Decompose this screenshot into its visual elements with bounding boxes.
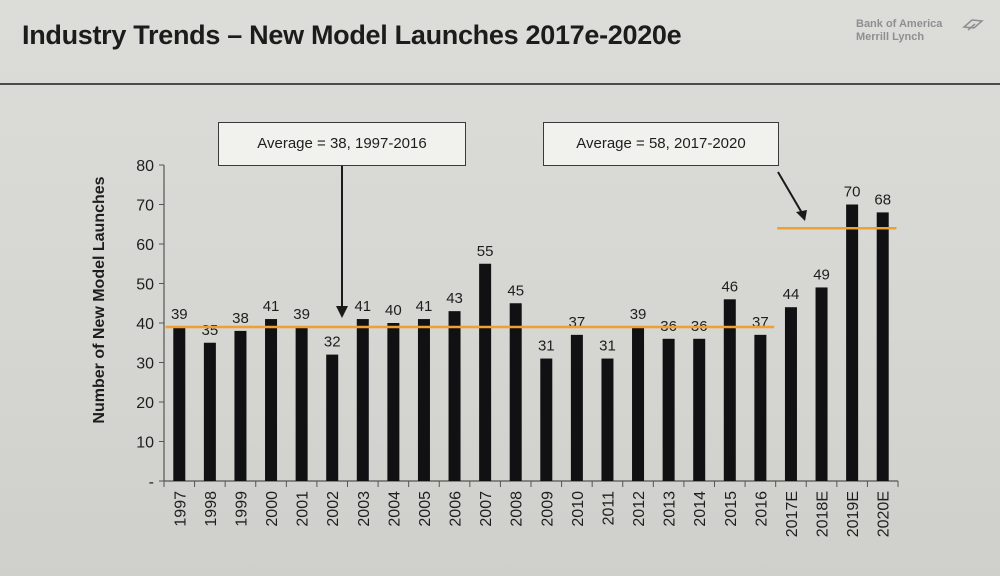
bar xyxy=(417,319,430,481)
callout-arrow-2 xyxy=(777,171,803,214)
x-tick-label: 1998 xyxy=(203,491,220,527)
x-tick-label: 2019E xyxy=(845,491,862,537)
logo-line-2: Merrill Lynch xyxy=(856,31,925,43)
x-tick-label: 1999 xyxy=(233,491,250,527)
y-tick-label: 80 xyxy=(136,158,154,175)
average-callout-1997-2016: Average = 38, 1997-2016 xyxy=(218,122,466,166)
bar xyxy=(815,287,828,481)
x-tick-label: 2011 xyxy=(600,491,617,526)
data-label: 37 xyxy=(752,314,769,331)
logo-line-1: Bank of America xyxy=(856,18,943,30)
x-tick-label: 2001 xyxy=(295,491,312,527)
x-tick-label: 2012 xyxy=(631,491,648,527)
data-label: 37 xyxy=(569,314,586,331)
data-label: 44 xyxy=(783,286,800,303)
x-tick-label: 2020E xyxy=(876,491,893,537)
y-tick-label: 60 xyxy=(136,237,154,254)
y-tick-label: 40 xyxy=(136,316,154,333)
y-tick-label: 30 xyxy=(136,356,154,373)
data-label: 31 xyxy=(538,338,555,355)
bar xyxy=(356,319,369,481)
bar xyxy=(479,263,492,481)
y-tick-label: 20 xyxy=(136,395,154,412)
x-tick-label: 2014 xyxy=(692,491,709,527)
data-label: 39 xyxy=(171,306,188,323)
data-label: 35 xyxy=(202,322,219,339)
data-label: 49 xyxy=(813,266,830,283)
bar xyxy=(203,342,216,481)
callout-arrow-1-head xyxy=(336,306,348,318)
y-tick-label: - xyxy=(149,474,154,491)
header-divider xyxy=(0,83,1000,85)
bar xyxy=(265,319,278,481)
data-label: 38 xyxy=(232,310,249,327)
x-tick-label: 2009 xyxy=(539,491,556,527)
x-tick-label: 2003 xyxy=(356,491,373,527)
x-tick-label: 2018E xyxy=(815,491,832,537)
bar xyxy=(295,326,308,481)
bar xyxy=(326,354,339,481)
average-callout-2017-2020: Average = 58, 2017-2020 xyxy=(543,122,779,166)
x-tick-label: 2017E xyxy=(784,491,801,537)
x-tick-label: 2007 xyxy=(478,491,495,527)
data-label: 70 xyxy=(844,184,861,201)
data-label: 40 xyxy=(385,302,402,319)
y-axis-label: Number of New Model Launches xyxy=(91,176,108,423)
bank-logo: Bank of America Merrill Lynch xyxy=(856,18,986,44)
bar xyxy=(570,334,583,481)
data-label: 45 xyxy=(507,282,524,299)
bar xyxy=(846,204,859,481)
data-label: 41 xyxy=(416,298,433,315)
bar xyxy=(387,323,400,481)
bar xyxy=(448,311,461,481)
y-tick-label: 10 xyxy=(136,435,154,452)
page-title: Industry Trends – New Model Launches 201… xyxy=(22,20,682,50)
x-tick-label: 2004 xyxy=(386,491,403,527)
bar xyxy=(601,358,614,481)
y-tick-label: 70 xyxy=(136,198,154,215)
x-tick-label: 2002 xyxy=(325,491,342,527)
bar xyxy=(234,330,247,481)
x-tick-label: 2005 xyxy=(417,491,434,527)
data-label: 39 xyxy=(630,306,647,323)
bar xyxy=(693,338,706,481)
x-tick-label: 2015 xyxy=(723,491,740,527)
x-tick-label: 1997 xyxy=(172,491,189,527)
data-label: 41 xyxy=(263,298,280,315)
data-label: 39 xyxy=(293,306,310,323)
x-tick-label: 2013 xyxy=(662,491,679,527)
data-label: 55 xyxy=(477,243,494,260)
x-tick-label: 2008 xyxy=(509,491,526,527)
bar xyxy=(540,358,553,481)
bar xyxy=(784,307,797,481)
x-tick-label: 2016 xyxy=(753,491,770,527)
callout-arrow-2-head xyxy=(796,210,807,221)
x-tick-label: 2000 xyxy=(264,491,281,527)
data-label: 46 xyxy=(721,278,738,295)
bar xyxy=(632,326,645,481)
data-label: 41 xyxy=(354,298,371,315)
bar xyxy=(662,338,675,481)
bar xyxy=(876,212,889,481)
data-label: 31 xyxy=(599,338,616,355)
data-label: 43 xyxy=(446,290,463,307)
bar xyxy=(723,299,736,481)
x-tick-label: 2006 xyxy=(448,491,465,527)
bar xyxy=(173,326,186,481)
x-tick-label: 2010 xyxy=(570,491,587,527)
data-label: 68 xyxy=(874,191,891,208)
y-tick-label: 50 xyxy=(136,277,154,294)
bar xyxy=(509,303,522,481)
flag-logo-icon xyxy=(962,19,984,31)
data-label: 32 xyxy=(324,334,341,351)
bar xyxy=(754,334,767,481)
